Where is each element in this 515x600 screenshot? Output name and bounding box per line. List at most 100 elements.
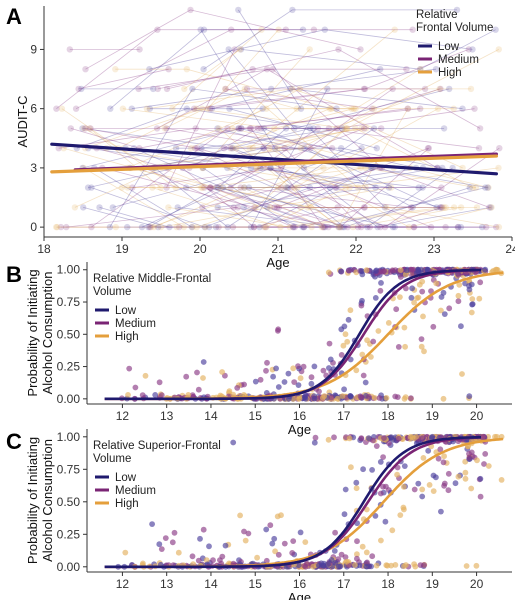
participant-point — [200, 375, 206, 381]
observation-point — [128, 105, 135, 112]
participant-point — [415, 268, 422, 275]
y-axis-title: AUDIT-C — [15, 96, 30, 148]
observation-point — [293, 105, 300, 112]
observation-point — [268, 85, 275, 93]
fit-curve-low — [104, 435, 481, 569]
observation-point — [198, 145, 205, 152]
subject-trajectory — [90, 108, 408, 129]
observation-point — [357, 223, 365, 231]
observation-point — [324, 85, 331, 93]
participant-point — [462, 469, 469, 476]
participant-point — [373, 268, 379, 275]
legend-title: Frontal Volume — [416, 22, 493, 34]
subject-trajectory — [236, 128, 367, 149]
observation-point — [335, 223, 343, 231]
participant-point — [407, 433, 414, 440]
participant-point — [342, 554, 349, 560]
observation-point — [343, 125, 351, 132]
participant-point — [338, 352, 345, 358]
observation-point — [299, 26, 307, 33]
observation-point — [263, 66, 271, 73]
participant-point — [446, 305, 453, 312]
observation-point — [112, 223, 120, 231]
participant-point — [397, 512, 404, 518]
observation-point — [214, 125, 221, 132]
subject-trajectory — [194, 88, 365, 110]
observation-point — [172, 145, 180, 152]
participant-point — [440, 395, 447, 402]
observation-point — [235, 125, 242, 132]
participant-point — [420, 313, 426, 320]
observation-point — [321, 223, 329, 231]
subject-trajectory — [277, 88, 440, 149]
observation-point — [200, 26, 208, 33]
participant-point — [437, 446, 444, 453]
observation-point — [253, 164, 261, 172]
observation-point — [213, 184, 221, 191]
participant-point — [132, 384, 139, 391]
participant-point — [419, 486, 426, 493]
observation-point — [250, 223, 258, 231]
participant-point — [290, 538, 297, 544]
observation-point — [339, 223, 346, 231]
observation-point — [304, 204, 311, 211]
observation-point — [197, 26, 204, 33]
participant-point — [320, 367, 327, 374]
observation-point — [290, 223, 297, 231]
participant-point — [194, 369, 200, 376]
observation-point — [409, 26, 416, 33]
observation-point — [181, 85, 188, 93]
panel-b-axes: 12 13 14 15 16 17 18 19 20 0.00 0.25 0.50 0.75 1.00 Ag… — [25, 262, 512, 437]
x-tick-label: 20 — [193, 242, 207, 256]
subject-trajectory — [131, 68, 437, 110]
observation-point — [377, 66, 384, 73]
x-tick-label: 12 — [116, 577, 130, 591]
observation-point — [306, 125, 314, 132]
observation-point — [192, 125, 199, 132]
subject-trajectory — [149, 29, 473, 70]
subject-trajectory — [202, 187, 282, 208]
participant-point — [271, 535, 278, 542]
participant-point — [466, 393, 473, 400]
participant-point — [476, 295, 483, 302]
x-tick-label: 19 — [115, 242, 129, 256]
observation-point — [291, 223, 298, 231]
participant-point — [377, 287, 384, 294]
participant-point — [384, 562, 391, 569]
subject-trajectory — [96, 147, 167, 169]
participant-point — [222, 542, 229, 549]
subject-trajectory — [253, 207, 338, 228]
participant-point — [354, 555, 360, 562]
observation-point — [174, 204, 181, 211]
participant-point — [195, 557, 202, 564]
subject-trajectory — [176, 167, 499, 228]
y-tick-label: 3 — [30, 161, 37, 175]
observation-point — [112, 66, 119, 73]
participant-point — [345, 316, 352, 323]
participant-point — [171, 529, 178, 536]
observation-point — [238, 125, 245, 132]
participant-point — [219, 369, 226, 375]
participant-point — [435, 455, 442, 462]
participant-point — [274, 513, 281, 520]
observation-point — [438, 204, 446, 211]
participant-point — [411, 299, 417, 306]
subject-trajectory — [229, 108, 377, 149]
observation-point — [325, 223, 332, 231]
subject-trajectory — [138, 68, 383, 169]
observation-point — [190, 105, 198, 112]
x-tick-label: 24 — [505, 242, 515, 256]
participant-point — [359, 394, 365, 401]
participant-point — [273, 365, 279, 372]
participant-point — [295, 562, 302, 569]
observation-point — [82, 66, 89, 73]
participant-point — [373, 562, 380, 569]
subject-trajectory — [217, 128, 488, 188]
observation-point — [455, 223, 462, 231]
fit-curve-low — [104, 268, 481, 401]
participant-point — [419, 435, 426, 442]
observation-point — [459, 105, 466, 112]
observation-point — [362, 184, 369, 191]
legend-label-high: High — [115, 498, 139, 510]
participant-point — [425, 447, 432, 454]
